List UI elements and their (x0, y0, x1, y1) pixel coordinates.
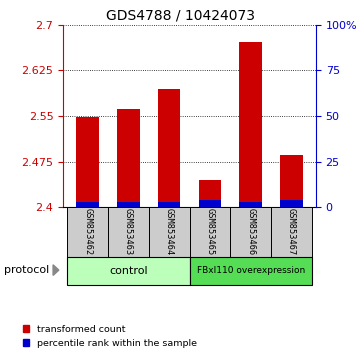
Bar (67, 207, 108, 257)
Text: FBxl110 overexpression: FBxl110 overexpression (196, 266, 305, 275)
Bar (108, 207, 149, 257)
Text: GSM853464: GSM853464 (165, 208, 174, 256)
Bar (117, 109, 140, 207)
Bar (67, 257, 190, 285)
Bar (199, 180, 221, 207)
Bar (280, 155, 303, 207)
Bar (149, 207, 190, 257)
Bar (158, 88, 180, 207)
Bar (271, 207, 312, 257)
Bar (117, 202, 140, 207)
Polygon shape (53, 265, 59, 275)
Text: GSM853466: GSM853466 (246, 208, 255, 256)
Text: GSM853465: GSM853465 (205, 208, 214, 256)
Text: control: control (109, 266, 148, 276)
Bar (190, 207, 230, 257)
Text: GSM853462: GSM853462 (83, 208, 92, 256)
Text: GDS4788 / 10424073: GDS4788 / 10424073 (106, 9, 255, 23)
Bar (199, 200, 221, 207)
Bar (77, 117, 99, 207)
Bar (190, 257, 312, 285)
Bar (239, 202, 262, 207)
Legend: transformed count, percentile rank within the sample: transformed count, percentile rank withi… (23, 325, 197, 348)
Text: GSM853467: GSM853467 (287, 208, 296, 256)
Bar (280, 200, 303, 207)
Bar (239, 42, 262, 207)
Text: protocol: protocol (4, 265, 49, 275)
Text: GSM853463: GSM853463 (124, 208, 133, 256)
Bar (158, 202, 180, 207)
Bar (77, 202, 99, 207)
Bar (230, 207, 271, 257)
